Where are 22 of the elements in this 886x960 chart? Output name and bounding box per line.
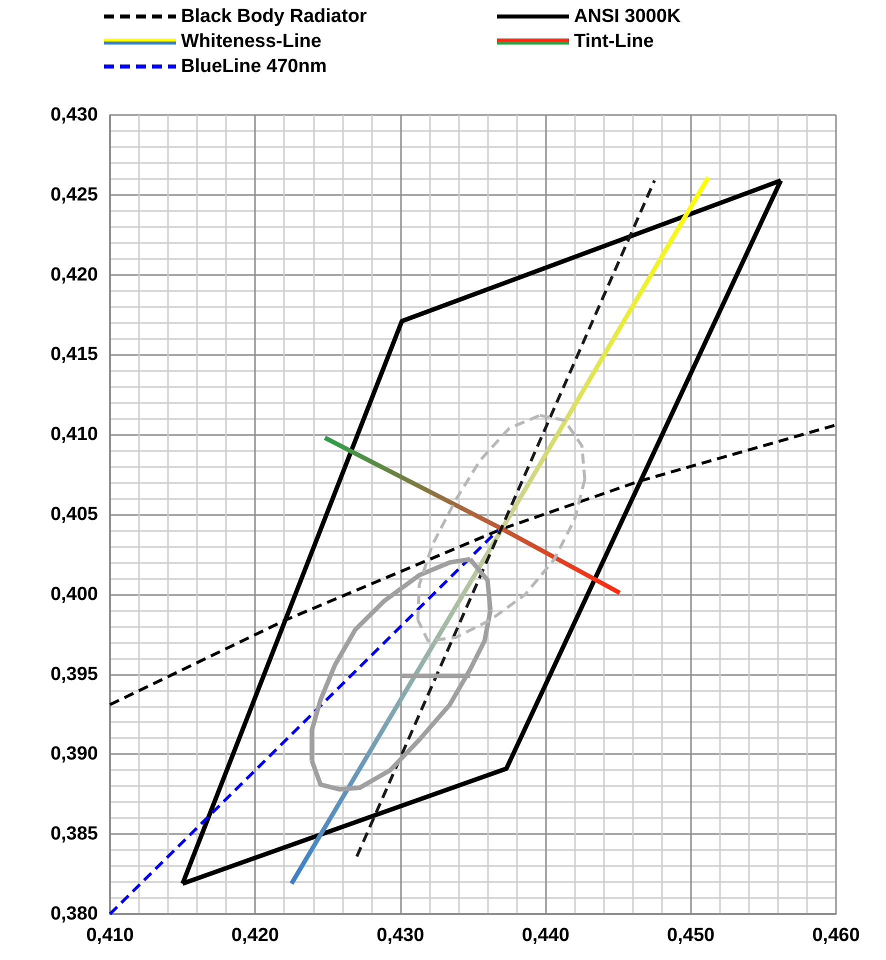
x-tick-label: 0,440 [522, 925, 570, 946]
y-tick-label: 0,380 [50, 904, 98, 924]
legend-label: Tint-Line [574, 31, 654, 52]
y-tick-label: 0,400 [50, 584, 98, 605]
x-tick-label: 0,420 [231, 925, 279, 946]
legend-label: Whiteness-Line [181, 31, 322, 52]
y-tick-label: 0,420 [50, 264, 98, 286]
x-tick-label: 0,450 [667, 925, 715, 946]
y-tick-label: 0,430 [50, 104, 98, 126]
y-tick-label: 0,410 [50, 424, 98, 446]
y-tick-label: 0,385 [50, 824, 98, 845]
x-tick-label: 0,460 [812, 925, 860, 946]
y-tick-label: 0,425 [50, 184, 98, 206]
legend-label: BlueLine 470nm [181, 56, 327, 77]
y-tick-label: 0,390 [50, 744, 98, 765]
x-tick-label: 0,410 [86, 925, 134, 946]
y-tick-label: 0,405 [50, 504, 98, 525]
x-tick-label: 0,430 [376, 925, 424, 946]
legend-label: Black Body Radiator [181, 6, 368, 27]
legend-label: ANSI 3000K [574, 6, 681, 27]
y-tick-label: 0,395 [50, 664, 98, 685]
y-tick-label: 0,415 [50, 344, 98, 366]
